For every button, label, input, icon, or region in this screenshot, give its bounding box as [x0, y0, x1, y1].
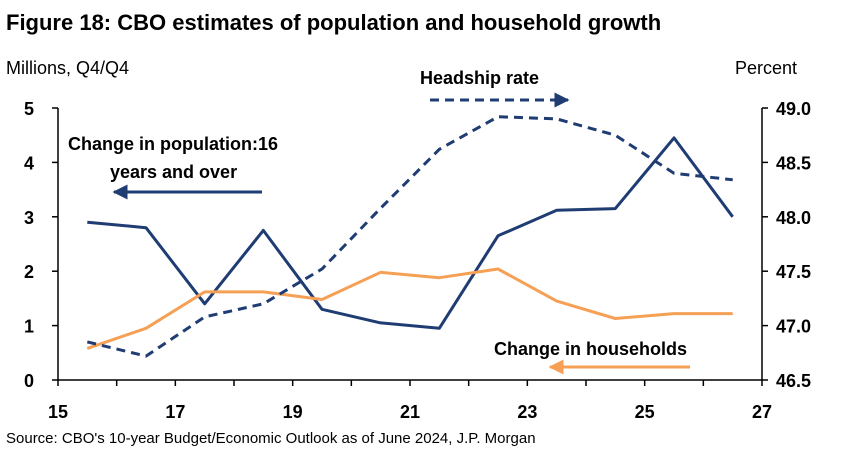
population-annotation-line2: years and over [110, 162, 237, 182]
left-tick-label: 3 [24, 208, 34, 228]
left-tick-label: 2 [24, 262, 34, 282]
x-tick-label: 21 [400, 402, 420, 422]
x-tick-label: 15 [48, 402, 68, 422]
x-tick-label: 27 [752, 402, 772, 422]
headship-annotation: Headship rate [420, 68, 539, 88]
x-tick-label: 25 [635, 402, 655, 422]
source-note: Source: CBO's 10-year Budget/Economic Ou… [6, 430, 536, 447]
households-change-line [86, 267, 733, 350]
right-tick-label: 47.5 [776, 262, 811, 282]
right-tick-label: 49.0 [776, 99, 811, 119]
population-annotation-line1: Change in population:16 [68, 134, 278, 154]
left-tick-label: 1 [24, 317, 34, 337]
right-axis-label: Percent [735, 58, 798, 78]
chart-title: Figure 18: CBO estimates of population a… [6, 10, 662, 35]
annotations: Change in population:16 years and over H… [68, 68, 690, 375]
left-tick-label: 4 [24, 153, 34, 173]
right-tick-label: 48.0 [776, 208, 811, 228]
x-tick-label: 19 [283, 402, 303, 422]
right-tick-label: 46.5 [776, 371, 811, 391]
right-tick-label: 48.5 [776, 153, 811, 173]
left-tick-label: 0 [24, 371, 34, 391]
left-axis-label: Millions, Q4/Q4 [6, 58, 130, 78]
x-tick-label: 17 [165, 402, 185, 422]
left-tick-label: 5 [24, 99, 34, 119]
right-tick-label: 47.0 [776, 317, 811, 337]
x-tick-label: 23 [517, 402, 537, 422]
households-annotation: Change in households [494, 339, 687, 359]
series-lines [86, 115, 734, 358]
population-change-line [87, 136, 734, 330]
